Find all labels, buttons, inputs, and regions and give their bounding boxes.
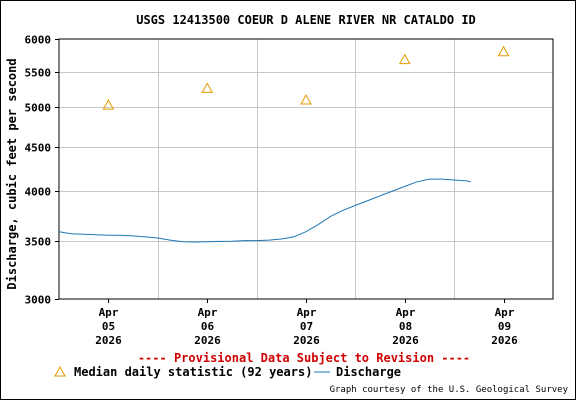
x-tick-label-day: 09: [498, 320, 511, 333]
y-tick-label: 5500: [25, 67, 52, 80]
legend: Median daily statistic (92 years) Discha…: [54, 365, 401, 379]
credit-text: Graph courtesy of the U.S. Geological Su…: [330, 385, 569, 395]
y-tick-label: 3000: [25, 294, 52, 307]
y-axis-ticks: 3000 3500 4000 4500 5000 5500 6000: [25, 34, 59, 307]
x-tick-label-month: Apr: [99, 306, 119, 319]
median-marker: [497, 45, 510, 57]
y-tick-label: 6000: [25, 34, 52, 47]
median-marker: [398, 53, 411, 65]
x-tick-label-day: 07: [300, 320, 313, 333]
median-marker: [300, 93, 312, 105]
y-tick-label: 5000: [25, 102, 52, 115]
x-tick-label-year: 2026: [491, 334, 518, 347]
discharge-line: [58, 178, 471, 243]
x-tick-label-year: 2026: [95, 334, 122, 347]
chart-title: USGS 12413500 COEUR D ALENE RIVER NR CAT…: [136, 13, 476, 27]
x-tick-label-day: 05: [102, 320, 115, 333]
y-tick-label: 4000: [25, 186, 52, 199]
x-tick-label-month: Apr: [198, 306, 218, 319]
x-tick-label-month: Apr: [495, 306, 515, 319]
x-tick-label-day: 08: [399, 320, 412, 333]
x-tick-label-year: 2026: [392, 334, 419, 347]
series-group: [58, 45, 510, 243]
legend-median-label: Median daily statistic (92 years): [74, 365, 312, 379]
x-tick-label-month: Apr: [396, 306, 416, 319]
x-axis-ticks: Apr052026Apr062026Apr072026Apr082026Apr0…: [95, 299, 518, 347]
x-tick-label-year: 2026: [293, 334, 320, 347]
grid-lines: [59, 39, 553, 299]
x-tick-label-day: 06: [201, 320, 215, 333]
median-marker: [201, 82, 214, 93]
x-tick-label-month: Apr: [297, 306, 317, 319]
median-marker: [102, 99, 115, 110]
provisional-note: ---- Provisional Data Subject to Revisio…: [138, 351, 470, 365]
y-axis-label: Discharge, cubic feet per second: [5, 58, 19, 289]
legend-discharge-label: Discharge: [336, 365, 401, 379]
legend-median-marker: [54, 365, 66, 377]
y-tick-label: 4500: [25, 142, 52, 155]
y-tick-label: 3500: [25, 236, 52, 249]
x-tick-label-year: 2026: [194, 334, 221, 347]
